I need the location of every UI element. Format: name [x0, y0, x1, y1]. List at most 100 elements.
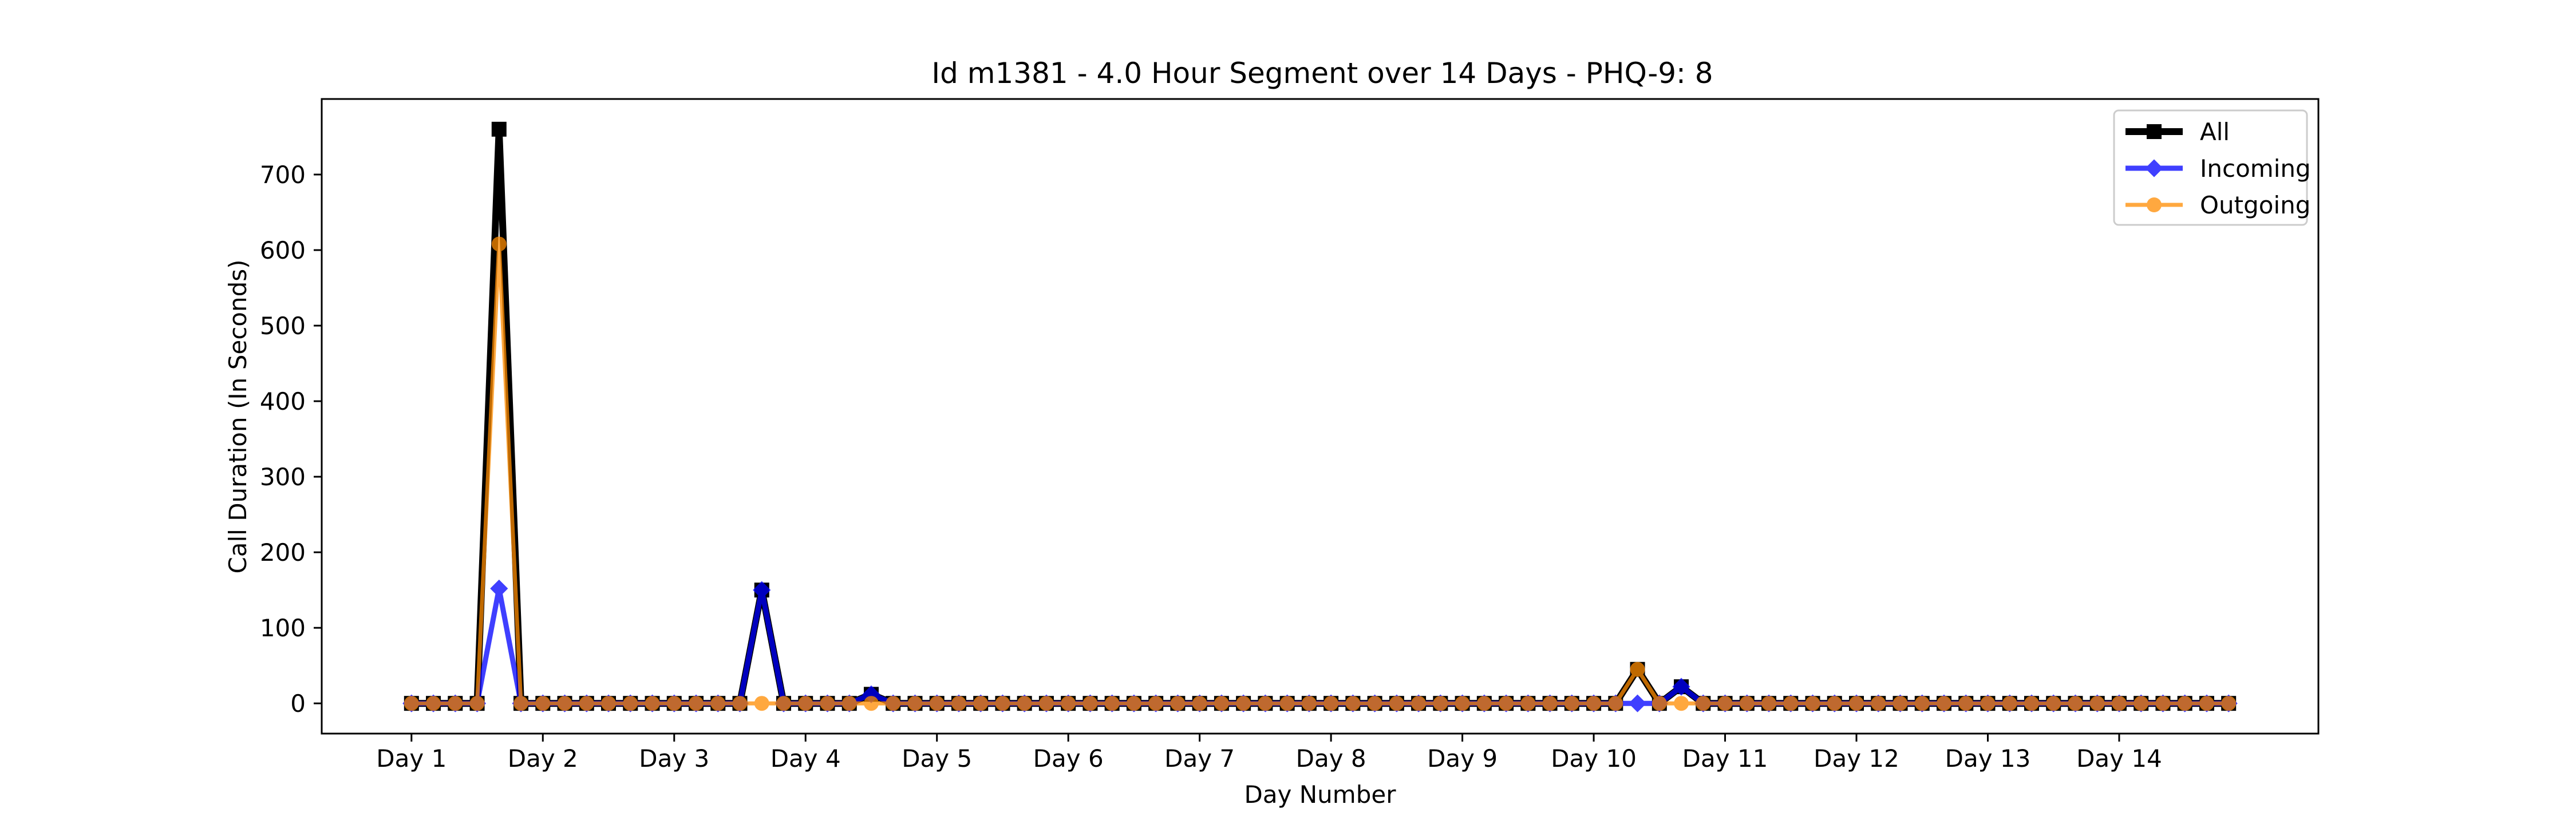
legend: All Incoming Outgoing	[2113, 109, 2311, 226]
outgoing-point-27	[973, 696, 989, 711]
incoming-point-17	[753, 581, 771, 599]
outgoing-point-24	[907, 696, 923, 711]
chart-title: Id m1381 - 4.0 Hour Segment over 14 Days…	[931, 57, 1713, 90]
outgoing-point-74	[2002, 696, 2017, 711]
legend-label-outgoing: Outgoing	[2200, 191, 2310, 219]
legend-label-incoming: Incoming	[2200, 154, 2311, 183]
outgoing-point-21	[841, 696, 857, 711]
y-tick-label-400: 400	[260, 387, 306, 415]
y-tick-label-700: 700	[260, 161, 306, 189]
outgoing-point-51	[1499, 696, 1514, 711]
outgoing-point-70	[1914, 696, 1930, 711]
outgoing-point-59	[1674, 696, 1689, 711]
outgoing-point-2	[426, 696, 441, 711]
outgoing-point-40	[1258, 696, 1273, 711]
legend-frame	[2113, 109, 2308, 226]
outgoing-point-36	[1170, 696, 1186, 711]
outgoing-point-69	[1893, 696, 1908, 711]
outgoing-point-76	[2046, 696, 2061, 711]
outgoing-point-78	[2089, 696, 2105, 711]
y-tick-label-500: 500	[260, 312, 306, 340]
outgoing-point-63	[1761, 696, 1777, 711]
outgoing-point-37	[1192, 696, 1207, 711]
plot-frame	[321, 98, 2320, 735]
outgoing-point-48	[1433, 696, 1448, 711]
outgoing-point-34	[1126, 696, 1141, 711]
outgoing-point-18	[776, 696, 791, 711]
outgoing-point-6	[513, 696, 529, 711]
outgoing-point-17	[754, 696, 769, 711]
x-tick-label-8: Day 8	[1296, 744, 1366, 772]
outgoing-point-13	[666, 696, 682, 711]
outgoing-point-42	[1301, 696, 1317, 711]
outgoing-point-83	[2199, 696, 2214, 711]
outgoing-point-80	[2134, 696, 2149, 711]
outgoing-point-12	[645, 696, 660, 711]
outgoing-point-20	[820, 696, 835, 711]
legend-entry-outgoing	[2125, 197, 2183, 212]
legend-incoming-point-1	[2145, 159, 2163, 177]
outgoing-point-77	[2068, 696, 2083, 711]
outgoing-point-72	[1958, 696, 1974, 711]
outgoing-point-81	[2155, 696, 2171, 711]
outgoing-point-79	[2111, 696, 2127, 711]
outgoing-point-11	[623, 696, 638, 711]
outgoing-point-3	[448, 696, 463, 711]
outgoing-point-38	[1214, 696, 1229, 711]
legend-label-all: All	[2200, 118, 2230, 146]
outgoing-point-47	[1411, 696, 1427, 711]
incoming-point-5	[490, 579, 508, 598]
y-tick-label-200: 200	[260, 538, 306, 566]
outgoing-point-60	[1696, 696, 1711, 711]
legend-entry-incoming	[2125, 159, 2183, 177]
x-tick-label-9: Day 9	[1427, 744, 1498, 772]
outgoing-point-82	[2177, 696, 2192, 711]
y-axis-label: Call Duration (In Seconds)	[224, 259, 252, 573]
x-tick-label-2: Day 2	[508, 744, 578, 772]
outgoing-point-31	[1061, 696, 1076, 711]
outgoing-point-9	[579, 696, 594, 711]
outgoing-point-23	[886, 696, 901, 711]
legend-outgoing-point-1	[2147, 197, 2162, 212]
legend-entry-all	[2125, 124, 2183, 139]
x-tick-label-1: Day 1	[376, 744, 447, 772]
x-tick-label-3: Day 3	[639, 744, 709, 772]
outgoing-point-67	[1849, 696, 1864, 711]
outgoing-point-19	[798, 696, 813, 711]
outgoing-point-41	[1279, 696, 1295, 711]
outgoing-point-29	[1017, 696, 1032, 711]
outgoing-point-65	[1805, 696, 1820, 711]
outgoing-point-71	[1937, 696, 1951, 711]
outgoing-point-33	[1104, 696, 1120, 711]
outgoing-point-22	[863, 696, 879, 711]
x-tick-label-12: Day 12	[1814, 744, 1899, 772]
outgoing-point-43	[1323, 696, 1339, 711]
outgoing-point-84	[2221, 696, 2237, 711]
outgoing-point-50	[1476, 696, 1492, 711]
outgoing-point-55	[1586, 696, 1602, 711]
x-tick-label-5: Day 5	[902, 744, 972, 772]
outgoing-point-1	[404, 696, 419, 711]
outgoing-point-45	[1367, 696, 1382, 711]
x-tick-label-10: Day 10	[1551, 744, 1637, 772]
outgoing-point-62	[1739, 696, 1755, 711]
x-tick-label-13: Day 13	[1945, 744, 2031, 772]
plot-area	[402, 121, 2238, 712]
outgoing-point-75	[2024, 696, 2039, 711]
x-tick-label-11: Day 11	[1682, 744, 1768, 772]
x-tick-label-7: Day 7	[1164, 744, 1235, 772]
outgoing-point-44	[1345, 696, 1361, 711]
y-tick-label-600: 600	[260, 236, 306, 264]
outgoing-point-10	[601, 696, 617, 711]
all-point-5	[491, 121, 507, 137]
outgoing-point-35	[1148, 696, 1164, 711]
y-tick-label-0: 0	[290, 690, 306, 718]
outgoing-point-39	[1236, 696, 1251, 711]
outgoing-point-8	[557, 696, 572, 711]
outgoing-point-25	[929, 696, 945, 711]
outgoing-point-61	[1717, 696, 1733, 711]
outgoing-point-54	[1564, 696, 1579, 711]
x-tick-label-4: Day 4	[771, 744, 841, 772]
outgoing-point-64	[1783, 696, 1799, 711]
